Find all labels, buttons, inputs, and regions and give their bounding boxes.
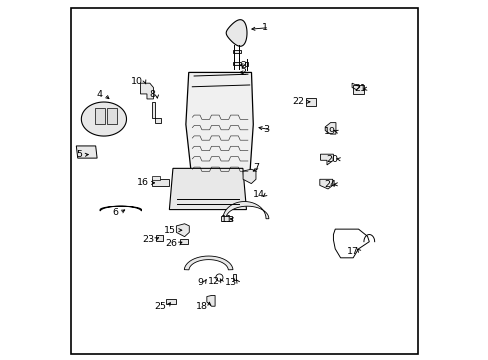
Bar bbox=[106, 108, 117, 124]
Text: 17: 17 bbox=[346, 247, 358, 256]
Text: 20: 20 bbox=[326, 155, 338, 164]
Text: 8: 8 bbox=[149, 90, 155, 99]
Text: 13: 13 bbox=[224, 278, 236, 287]
Bar bbox=[165, 299, 176, 303]
Polygon shape bbox=[81, 102, 126, 136]
Bar bbox=[232, 62, 240, 65]
Polygon shape bbox=[169, 168, 246, 210]
Text: 15: 15 bbox=[164, 226, 176, 235]
Polygon shape bbox=[185, 72, 253, 176]
Text: 25: 25 bbox=[154, 302, 166, 311]
Text: 22: 22 bbox=[292, 97, 304, 106]
Text: 5: 5 bbox=[76, 150, 82, 159]
Bar bbox=[232, 50, 240, 53]
Text: 18: 18 bbox=[196, 302, 207, 311]
Text: 6: 6 bbox=[112, 208, 118, 217]
Text: 21: 21 bbox=[354, 84, 366, 93]
Bar bbox=[352, 85, 364, 94]
Polygon shape bbox=[226, 20, 246, 46]
Bar bbox=[305, 98, 315, 106]
Polygon shape bbox=[100, 206, 141, 211]
Bar bbox=[155, 235, 163, 241]
Text: 9: 9 bbox=[197, 278, 203, 287]
Text: 4: 4 bbox=[97, 90, 102, 99]
Text: 2: 2 bbox=[240, 68, 246, 77]
Text: 23: 23 bbox=[142, 235, 154, 244]
Text: 1: 1 bbox=[261, 23, 267, 32]
Polygon shape bbox=[325, 123, 335, 134]
Polygon shape bbox=[223, 202, 268, 219]
Text: 3: 3 bbox=[263, 125, 269, 134]
Polygon shape bbox=[76, 146, 97, 158]
Polygon shape bbox=[176, 224, 189, 237]
Bar bbox=[244, 62, 248, 66]
Text: 2: 2 bbox=[240, 61, 246, 70]
Polygon shape bbox=[184, 256, 232, 270]
Text: 7: 7 bbox=[252, 163, 258, 172]
Polygon shape bbox=[140, 83, 153, 99]
Bar bbox=[94, 108, 104, 124]
Text: 12: 12 bbox=[208, 276, 220, 285]
Text: 10: 10 bbox=[131, 77, 143, 86]
Text: 16: 16 bbox=[137, 178, 148, 187]
Bar bbox=[151, 179, 168, 186]
Bar bbox=[180, 239, 188, 244]
Text: 24: 24 bbox=[323, 180, 335, 189]
Polygon shape bbox=[320, 154, 333, 165]
Bar bbox=[221, 216, 231, 221]
Bar bbox=[232, 274, 236, 280]
Polygon shape bbox=[319, 179, 332, 189]
Text: 14: 14 bbox=[252, 190, 264, 199]
Text: 26: 26 bbox=[165, 239, 177, 248]
Bar bbox=[151, 176, 159, 180]
Polygon shape bbox=[152, 102, 161, 123]
Polygon shape bbox=[243, 169, 255, 184]
Polygon shape bbox=[206, 296, 215, 306]
Text: 11: 11 bbox=[221, 215, 233, 224]
Text: 19: 19 bbox=[323, 127, 335, 136]
